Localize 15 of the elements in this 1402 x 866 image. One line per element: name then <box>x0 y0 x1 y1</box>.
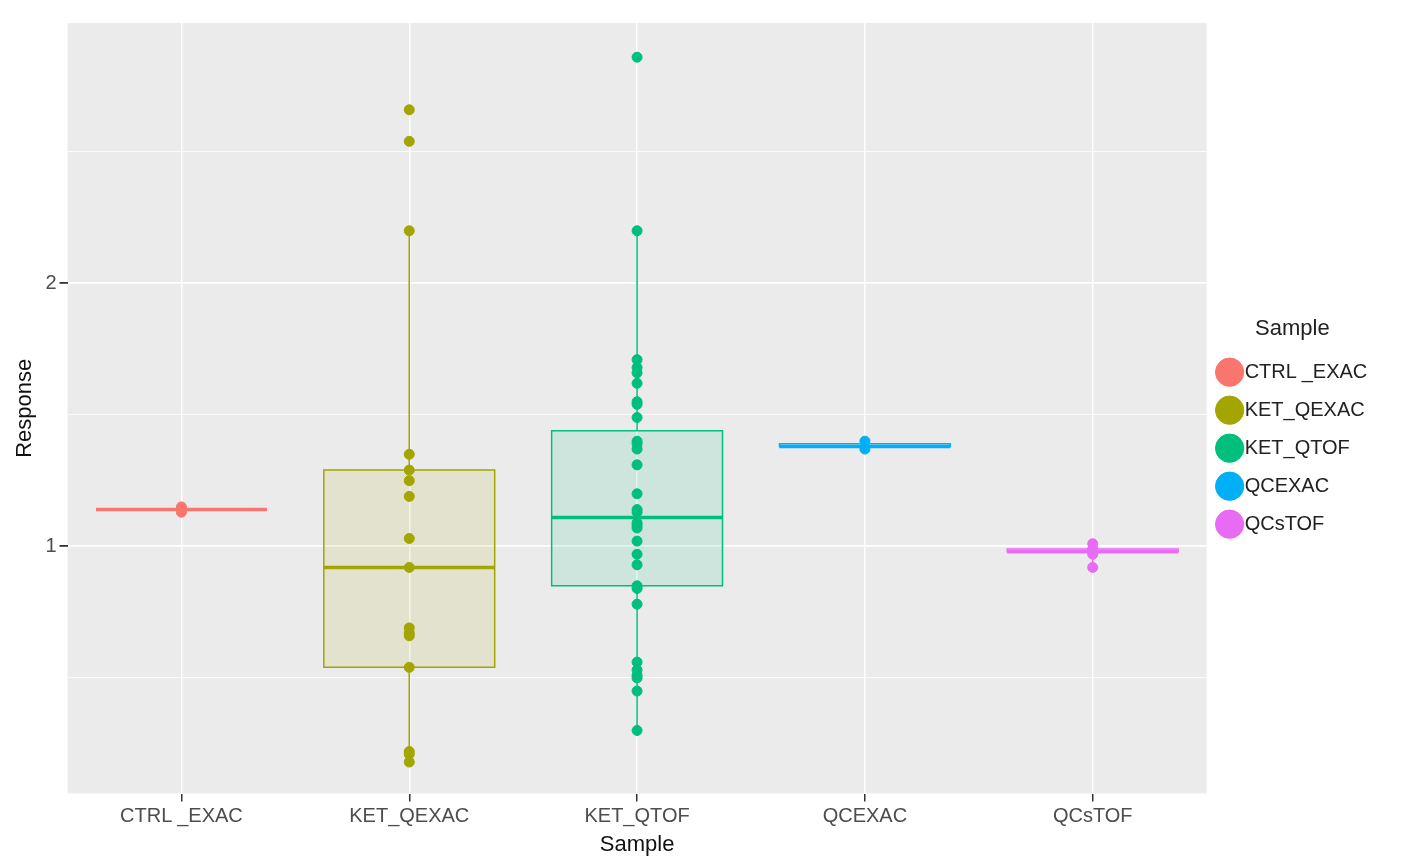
y-tick-label: 2 <box>45 270 57 293</box>
legend-label: KET_QTOF <box>1244 435 1350 459</box>
x-axis-title: Sample <box>599 830 675 856</box>
legend-title: Sample <box>1255 314 1330 340</box>
y-axis-title: Response <box>11 358 37 458</box>
legend-label: KET_QEXAC <box>1244 397 1365 421</box>
legend-label: CTRL _EXAC <box>1244 359 1368 383</box>
x-tick-label: KET_QEXAC <box>349 804 470 828</box>
legend-label: QCsTOF <box>1244 511 1325 534</box>
x-tick-label: QCEXAC <box>822 804 908 827</box>
x-tick-label: CTRL _EXAC <box>120 804 243 828</box>
y-tick-label: 1 <box>45 533 57 556</box>
legend-label: QCEXAC <box>1244 473 1330 496</box>
x-tick-label: QCsTOF <box>1052 804 1133 827</box>
x-tick-label: KET_QTOF <box>584 804 690 828</box>
